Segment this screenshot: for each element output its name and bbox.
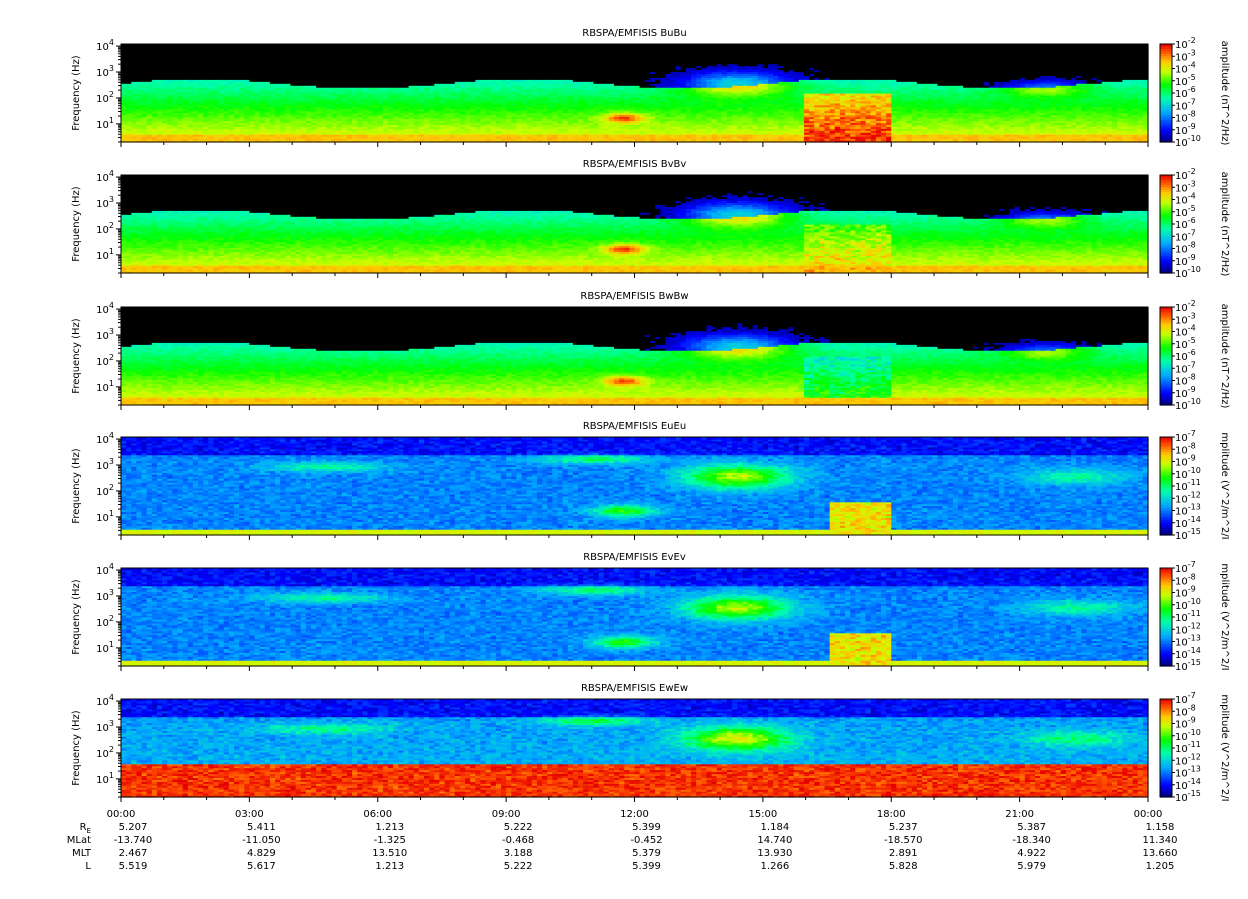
panel-title: RBSPA/EMFISIS BuBu <box>582 28 686 39</box>
spectrogram-panel: RBSPA/EMFISIS BuBu101102103104Frequency … <box>71 28 1230 149</box>
spectrogram-cells <box>121 44 1149 143</box>
